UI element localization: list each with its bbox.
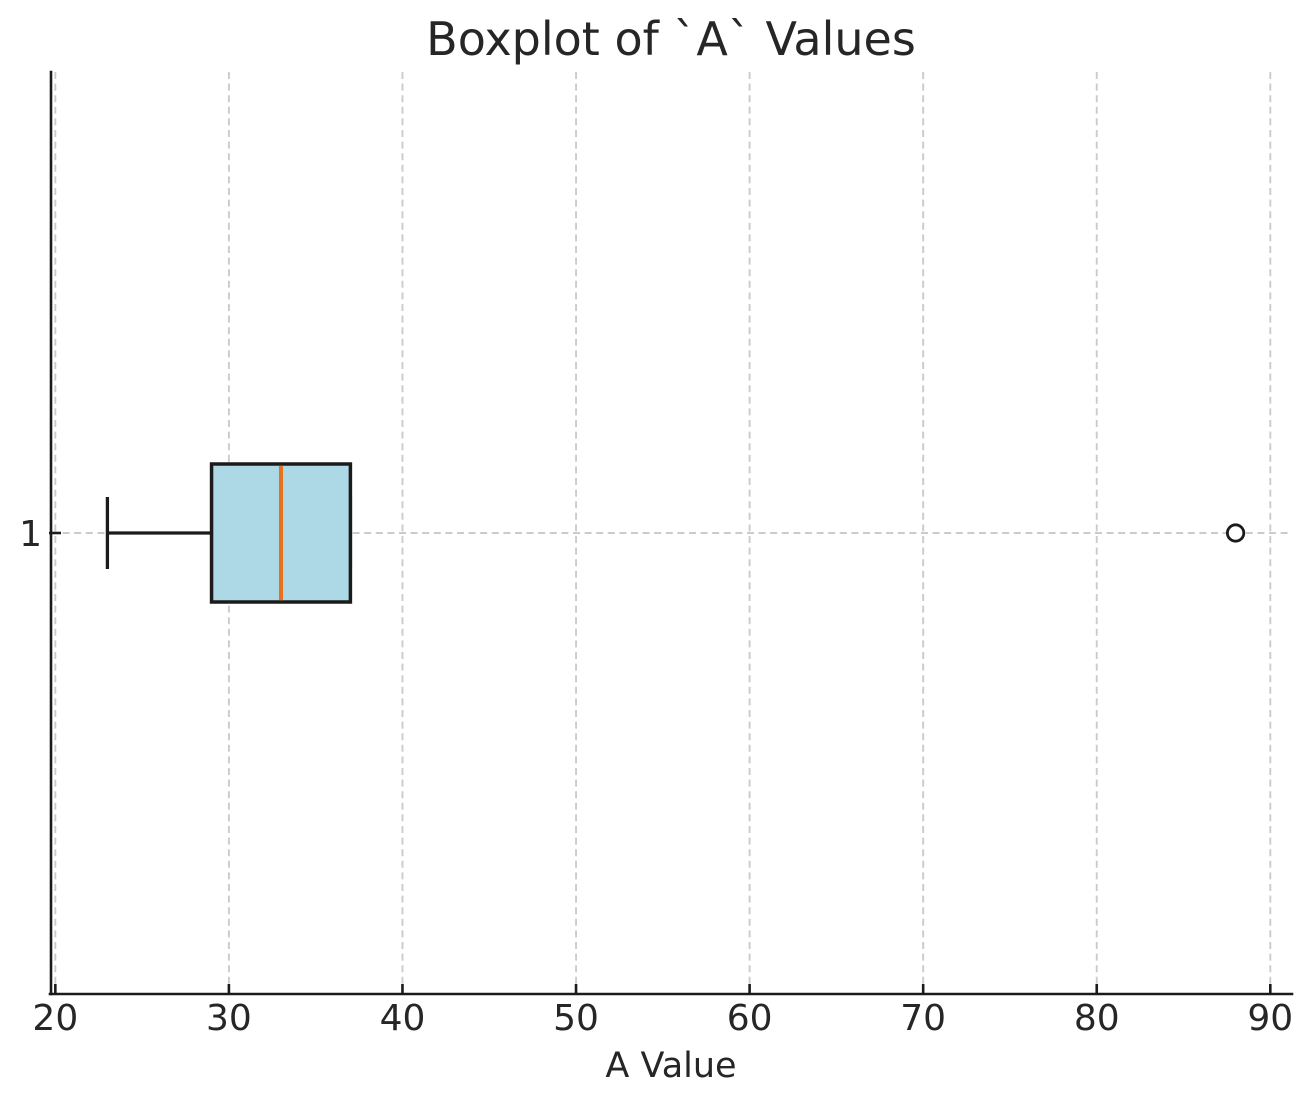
chart-title: Boxplot of `A` Values <box>426 12 916 66</box>
box-layer <box>105 462 353 604</box>
x-tick-label: 40 <box>380 998 426 1039</box>
x-tick-label: 80 <box>1074 998 1120 1039</box>
x-tick-label: 50 <box>553 998 599 1039</box>
x-tick-label: 60 <box>727 998 773 1039</box>
x-tick-label: 30 <box>206 998 252 1039</box>
x-tick-label: 90 <box>1247 998 1293 1039</box>
x-tick-label: 20 <box>32 998 78 1039</box>
label-layer: Boxplot of `A` Values A Value 1 20 30 40 50… <box>19 12 1293 1086</box>
tick-layer <box>49 531 1272 994</box>
x-tick-labels: 20 30 40 50 60 70 80 90 <box>32 998 1293 1039</box>
grid-layer <box>51 72 1292 994</box>
x-tick-label: 70 <box>900 998 946 1039</box>
y-tick-label: 1 <box>19 514 42 555</box>
x-axis-label: A Value <box>605 1046 736 1086</box>
outlier-layer <box>1225 523 1246 543</box>
outlier-point <box>1225 523 1246 543</box>
